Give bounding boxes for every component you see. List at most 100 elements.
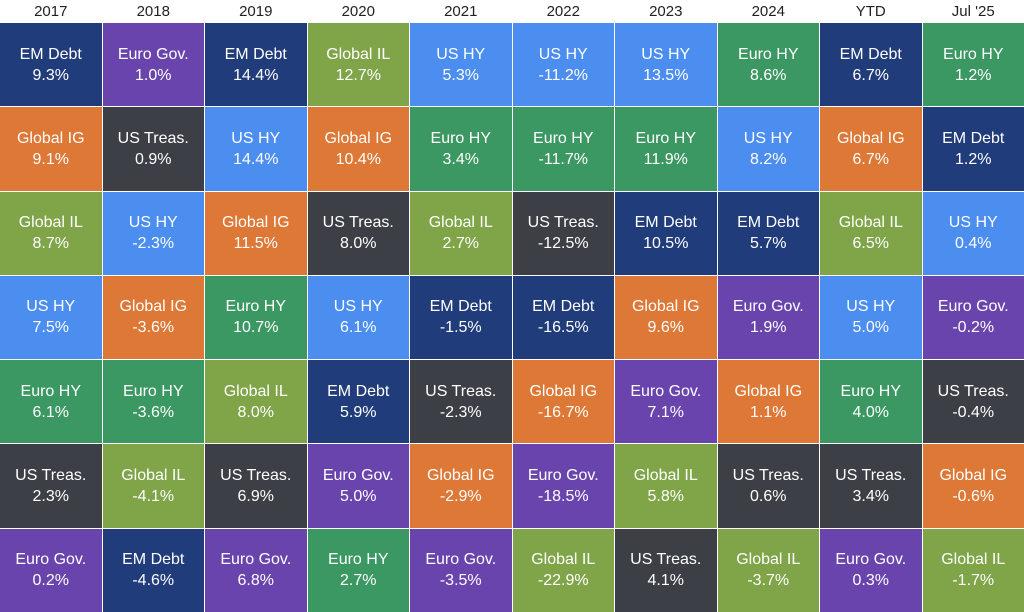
quilt-cell: Global IL 5.8% [615,444,717,528]
asset-class-label: Euro HY [225,298,286,316]
asset-class-label: Global IL [428,214,493,232]
return-value-label: 6.9% [237,488,274,506]
quilt-cell: Euro HY 8.6% [717,23,819,107]
quilt-cell: US Treas. -0.4% [922,360,1024,444]
quilt-cell: Euro Gov. 1.0% [102,23,204,107]
quilt-cell: US Treas. 0.6% [717,444,819,528]
quilt-cell: EM Debt 9.3% [0,23,102,107]
quilt-cell: Euro Gov. 0.3% [820,528,922,612]
quilt-cell: Euro HY 10.7% [205,275,307,360]
return-value-label: 9.3% [32,66,69,84]
asset-class-label: Global IL [223,382,288,400]
return-value-label: -0.6% [952,488,995,506]
quilt-cell: US HY 8.2% [717,107,819,191]
asset-class-label: US Treas. [630,551,702,569]
asset-class-label: Global IG [631,298,700,316]
return-value-label: 10.5% [643,235,689,253]
return-value-label: 14.4% [233,66,279,84]
return-value-label: 0.3% [852,572,889,590]
quilt-cell: Global IG -2.9% [410,444,512,528]
asset-class-label: EM Debt [122,551,185,569]
quilt-cell: US Treas. 3.4% [820,444,922,528]
return-value-label: 8.0% [340,235,377,253]
asset-class-label: Global IG [939,467,1008,485]
return-value-label: 1.1% [750,403,787,421]
asset-class-label: Euro Gov. [322,467,394,485]
asset-class-label: US Treas. [527,214,599,232]
quilt-cell: US Treas. 0.9% [102,107,204,191]
asset-class-label: EM Debt [327,382,390,400]
quilt-cell: US HY 13.5% [615,23,717,107]
return-value-label: 8.6% [750,66,787,84]
column-header: 2019 [239,2,273,20]
quilt-cell: Euro Gov. 1.9% [717,275,819,360]
return-value-label: 1.0% [135,66,172,84]
asset-class-label: Euro Gov. [732,298,804,316]
return-value-label: 4.1% [647,572,684,590]
quilt-cell: US HY 0.4% [922,191,1024,275]
return-value-label: 5.0% [852,319,889,337]
asset-class-label: Global IG [529,382,598,400]
asset-class-label: Global IL [941,551,1006,569]
asset-class-label: Global IL [326,45,391,63]
asset-class-label: US Treas. [322,214,394,232]
return-value-label: 5.7% [750,235,787,253]
asset-class-label: Euro HY [840,382,901,400]
return-value-label: 9.1% [32,150,69,168]
return-value-label: 6.7% [852,150,889,168]
asset-class-label: US HY [846,298,896,316]
asset-class-label: Global IL [531,551,596,569]
return-value-label: 0.9% [135,150,172,168]
column-header: 2017 [34,2,68,20]
asset-class-label: Global IL [633,467,698,485]
asset-class-label: Global IL [736,551,801,569]
return-value-label: 10.7% [233,319,279,337]
return-value-label: 7.1% [647,403,684,421]
return-value-label: -11.2% [538,66,588,84]
quilt-cell: Global IG -16.7% [512,360,614,444]
quilt-cell: EM Debt 14.4% [205,23,307,107]
column-header: 2021 [444,2,478,20]
quilt-cell: US Treas. -2.3% [410,360,512,444]
return-value-label: 6.8% [237,572,274,590]
asset-class-label: US Treas. [425,382,497,400]
return-value-label: 14.4% [233,150,279,168]
asset-class-label: US HY [948,214,998,232]
return-value-label: -3.5% [439,572,482,590]
return-value-label: 2.3% [32,488,69,506]
asset-class-label: Global IG [426,467,495,485]
quilt-cell: Global IG -0.6% [922,444,1024,528]
asset-class-label: Euro HY [635,129,696,147]
return-value-label: 6.1% [32,403,69,421]
asset-class-label: Euro Gov. [937,298,1009,316]
asset-class-label: Euro HY [738,45,799,63]
quilt-cell: Euro HY 11.9% [615,107,717,191]
column-header: YTD [855,2,886,20]
quilt-cell: Euro Gov. 7.1% [615,360,717,444]
asset-class-label: Euro Gov. [117,45,189,63]
quilt-cell: Global IG -3.6% [102,275,204,360]
asset-class-label: EM Debt [634,214,697,232]
return-value-label: 11.9% [643,150,688,168]
asset-class-label: EM Debt [839,45,902,63]
quilt-cell: Global IL 6.5% [820,191,922,275]
return-value-label: 12.7% [335,66,381,84]
column-header: 2020 [341,2,375,20]
asset-class-label: EM Debt [224,45,287,63]
quilt-cell: US Treas. 8.0% [307,191,409,275]
return-value-label: -1.5% [439,319,482,337]
column-header: Jul '25 [951,2,995,20]
return-value-label: 0.4% [955,235,992,253]
asset-class-label: US HY [743,129,793,147]
quilt-cell: US HY 5.3% [410,23,512,107]
return-value-label: 3.4% [852,488,889,506]
quilt-cell: Euro Gov. -18.5% [512,444,614,528]
column-header: 2018 [136,2,170,20]
quilt-cell: Euro Gov. 0.2% [0,528,102,612]
asset-class-label: Euro Gov. [527,467,599,485]
quilt-cell: EM Debt 10.5% [615,191,717,275]
asset-class-label: Global IL [18,214,83,232]
return-value-label: 1.9% [750,319,787,337]
quilt-cell: EM Debt -4.6% [102,528,204,612]
return-value-label: -22.9% [537,572,589,590]
